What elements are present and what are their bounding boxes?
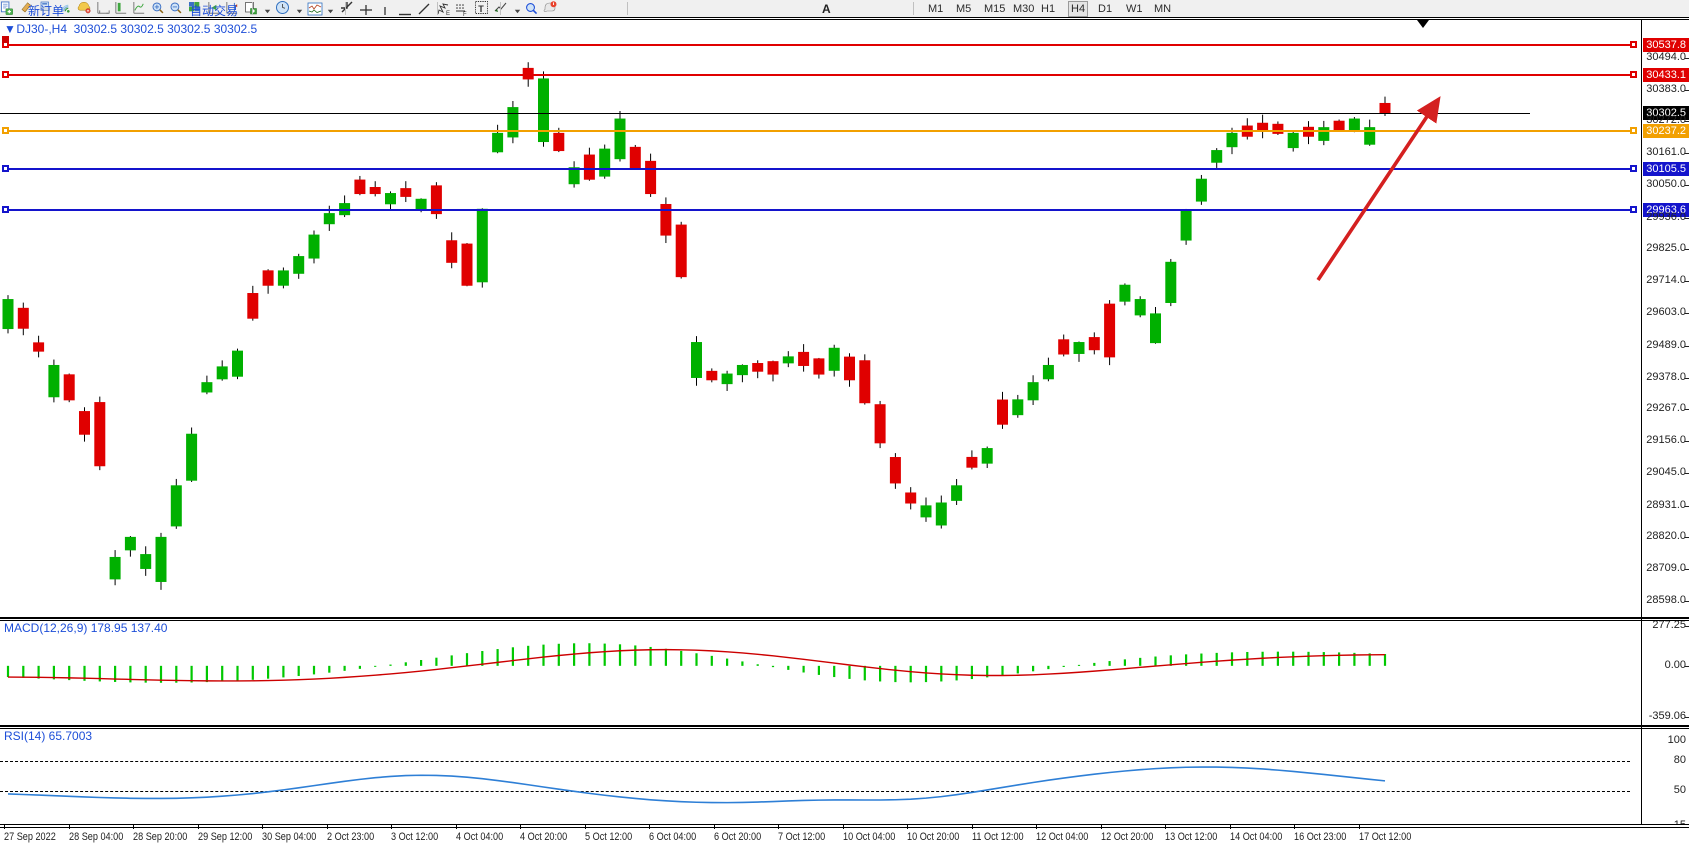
- svg-text:T: T: [478, 4, 484, 14]
- svg-text:F: F: [463, 12, 467, 16]
- svg-text:E: E: [446, 11, 450, 16]
